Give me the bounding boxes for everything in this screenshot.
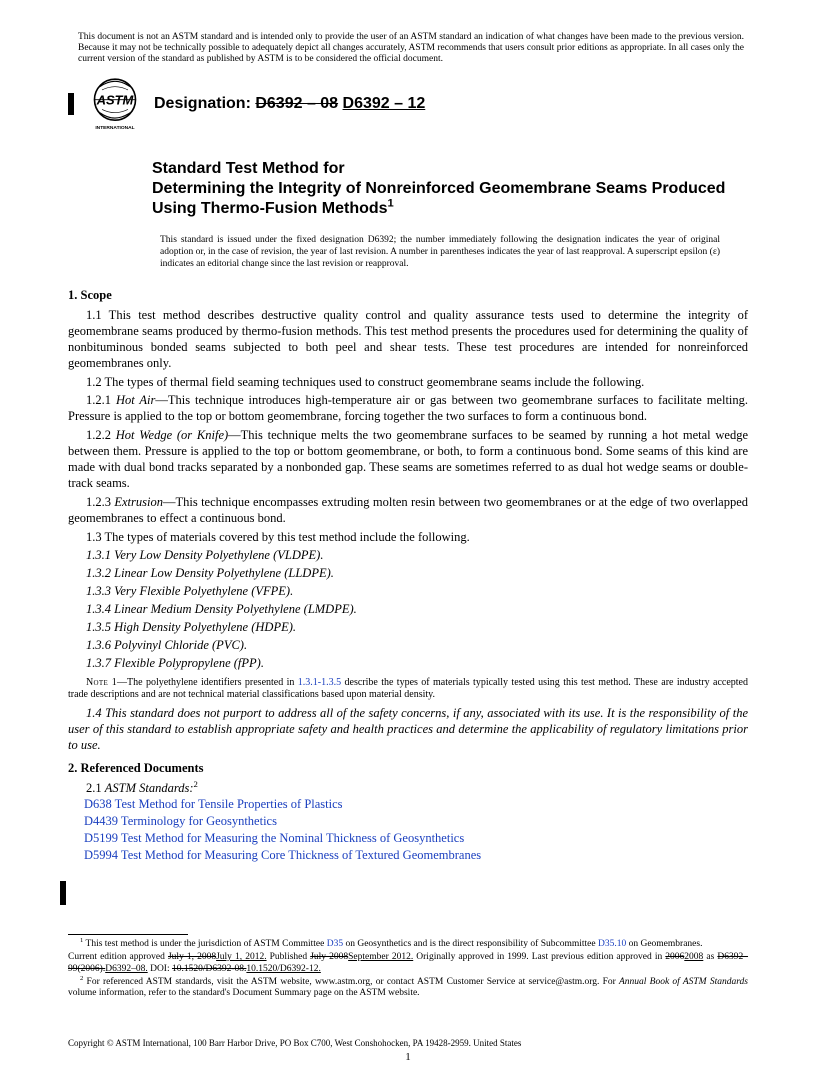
sup-2: 2	[194, 779, 198, 789]
note-1: Note 1—The polyethylene identifiers pres…	[68, 677, 748, 701]
fn1-old-pub: July 2008	[310, 952, 348, 962]
materials-list: 1.3.1 Very Low Density Polyethylene (VLD…	[68, 547, 748, 671]
fn1-2a: Current edition approved	[68, 952, 168, 962]
copyright-line: Copyright © ASTM International, 100 Barr…	[68, 1038, 748, 1048]
footnotes: 1 This test method is under the jurisdic…	[68, 939, 748, 1000]
note-1-label: Note 1	[86, 677, 117, 688]
para-1-1: 1.1 This test method describes destructi…	[68, 307, 748, 371]
num-1-2-2: 1.2.2	[86, 428, 116, 442]
note-1-link[interactable]: 1.3.1-1.3.5	[298, 677, 341, 688]
para-1-3: 1.3 The types of materials covered by th…	[68, 529, 748, 545]
num-1-2-1: 1.2.1	[86, 393, 116, 407]
fn1-new-date: July 1, 2012.	[216, 952, 266, 962]
note-1-text-a: —The polyethylene identifiers presented …	[117, 677, 298, 688]
para-1-4: 1.4 This standard does not purport to ad…	[68, 705, 748, 753]
astm-logo-icon: ASTM INTERNATIONAL	[88, 77, 142, 131]
fn1-new-pub: September 2012.	[348, 952, 413, 962]
fn1-doi-old: 10.1520/D6392-08.	[172, 964, 246, 974]
page-number: 1	[68, 1051, 748, 1063]
fn1-a: This test method is under the jurisdicti…	[83, 939, 326, 949]
material-item: 1.3.5 High Density Polyethylene (HDPE).	[68, 619, 748, 635]
para-2-1: 2.1 ASTM Standards:2	[68, 780, 748, 796]
para-1-2-1: 1.2.1 Hot Air—This technique introduces …	[68, 392, 748, 424]
fn1-c: on Geomembranes.	[626, 939, 702, 949]
num-1-2-3: 1.2.3	[86, 495, 114, 509]
designation-header: ASTM INTERNATIONAL Designation: D6392 – …	[68, 77, 748, 131]
reference-title[interactable]: Test Method for Measuring the Nominal Th…	[118, 831, 464, 845]
fn2-b: Annual Book of ASTM Standards	[619, 977, 748, 987]
reference-title[interactable]: Test Method for Tensile Properties of Pl…	[112, 797, 343, 811]
fn2-a: For referenced ASTM standards, visit the…	[83, 977, 619, 987]
text-1-2-1: —This technique introduces high-temperat…	[68, 393, 748, 423]
num-2-1: 2.1	[86, 781, 105, 795]
reference-code[interactable]: D4439	[84, 814, 118, 828]
footnote-1-line-1: 1 This test method is under the jurisdic…	[68, 939, 748, 950]
svg-text:INTERNATIONAL: INTERNATIONAL	[95, 125, 134, 131]
designation-line: Designation: D6392 – 08 D6392 – 12	[154, 95, 425, 113]
name-hot-air: Hot Air	[116, 393, 155, 407]
section-2-head: 2. Referenced Documents	[68, 761, 748, 776]
material-item: 1.3.7 Flexible Polypropylene (fPP).	[68, 655, 748, 671]
svg-text:ASTM: ASTM	[96, 92, 135, 107]
reference-title[interactable]: Terminology for Geosynthetics	[118, 814, 277, 828]
fn1-desig-new: D6392–08.	[105, 964, 148, 974]
para-1-2: 1.2 The types of thermal field seaming t…	[68, 374, 748, 390]
title-line-2: Determining the Integrity of Nonreinforc…	[152, 180, 725, 217]
reference-code[interactable]: D5994	[84, 848, 118, 862]
fn1-b: on Geosynthetics and is the direct respo…	[343, 939, 598, 949]
references-list: D638 Test Method for Tensile Properties …	[86, 796, 748, 864]
footnote-2: 2 For referenced ASTM standards, visit t…	[68, 977, 748, 1000]
name-hot-wedge: Hot Wedge (or Knife)	[116, 428, 228, 442]
designation-old: D6392 – 08	[255, 95, 338, 112]
material-item: 1.3.2 Linear Low Density Polyethylene (L…	[68, 565, 748, 581]
fn1-doi: DOI:	[148, 964, 172, 974]
header-disclaimer: This document is not an ASTM standard an…	[78, 32, 744, 65]
fn1-as: as	[703, 952, 717, 962]
footnote-1-line-2: Current edition approved July 1, 2008Jul…	[68, 952, 748, 975]
material-item: 1.3.1 Very Low Density Polyethylene (VLD…	[68, 547, 748, 563]
fn1-orig: Originally approved in 1999. Last previo…	[413, 952, 665, 962]
fn1-pub: Published	[267, 952, 311, 962]
designation-label: Designation:	[154, 95, 251, 112]
reference-title[interactable]: Test Method for Measuring Core Thickness…	[118, 848, 481, 862]
fn1-doi-new: 10.1520/D6392-12.	[246, 964, 320, 974]
title-block: Standard Test Method for Determining the…	[152, 159, 728, 271]
reference-item: D638 Test Method for Tensile Properties …	[86, 796, 748, 813]
section-1-head: 1. Scope	[68, 288, 748, 303]
change-bar-icon	[60, 881, 66, 905]
reference-code[interactable]: D5199	[84, 831, 118, 845]
title-line-1: Standard Test Method for	[152, 160, 345, 177]
text-1-2-3: —This technique encompasses extruding mo…	[68, 495, 748, 525]
fn1-yr-new: 2008	[684, 952, 703, 962]
fn1-committee-link[interactable]: D35	[327, 939, 343, 949]
change-bar-icon	[68, 93, 74, 115]
material-item: 1.3.6 Polyvinyl Chloride (PVC).	[68, 637, 748, 653]
issued-note: This standard is issued under the fixed …	[160, 235, 720, 271]
astm-standards-label: ASTM Standards:	[105, 781, 194, 795]
fn2-c: volume information, refer to the standar…	[68, 988, 420, 998]
material-item: 1.3.3 Very Flexible Polyethylene (VFPE).	[68, 583, 748, 599]
designation-new: D6392 – 12	[343, 95, 426, 112]
fn1-old-date: July 1, 2008	[168, 952, 216, 962]
para-1-2-2: 1.2.2 Hot Wedge (or Knife)—This techniqu…	[68, 427, 748, 491]
document-title: Standard Test Method for Determining the…	[152, 159, 728, 219]
fn1-sub-link[interactable]: D35.10	[598, 939, 626, 949]
reference-item: D5994 Test Method for Measuring Core Thi…	[86, 847, 748, 864]
footnotes-separator	[68, 934, 188, 935]
reference-item: D5199 Test Method for Measuring the Nomi…	[86, 830, 748, 847]
name-extrusion: Extrusion	[114, 495, 163, 509]
reference-item: D4439 Terminology for Geosynthetics	[86, 813, 748, 830]
title-footnote-sup: 1	[388, 197, 394, 209]
reference-code[interactable]: D638	[84, 797, 112, 811]
material-item: 1.3.4 Linear Medium Density Polyethylene…	[68, 601, 748, 617]
fn1-yr-old: 2006	[665, 952, 684, 962]
para-1-2-3: 1.2.3 Extrusion—This technique encompass…	[68, 494, 748, 526]
